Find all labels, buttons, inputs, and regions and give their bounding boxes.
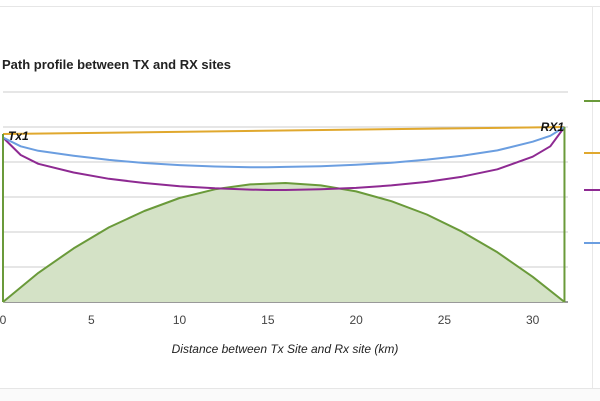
card-bottom-border (0, 388, 600, 401)
card-right-border (592, 6, 593, 388)
x-tick-label: 0 (0, 313, 7, 327)
chart-legend (584, 100, 600, 244)
x-tick-label: 15 (261, 313, 275, 327)
x-axis-label: Distance between Tx Site and Rx site (km… (172, 342, 399, 356)
series-4-line (2, 126, 566, 169)
tx-site-label: Tx1 (8, 129, 29, 143)
series-3-line (2, 126, 566, 191)
series-1-line (2, 182, 566, 303)
card-top-border (0, 0, 600, 7)
series-1-area (3, 183, 565, 302)
x-tick-label: 5 (88, 313, 95, 327)
chart-title: Path profile between TX and RX sites (2, 57, 231, 72)
x-tick-label: 20 (349, 313, 363, 327)
chart-labels: 0 5 10 15 20 25 30 Tx1 RX1 (0, 120, 564, 327)
x-tick-label: 10 (173, 313, 187, 327)
x-tick-label: 30 (526, 313, 540, 327)
rx-site-label: RX1 (541, 120, 565, 134)
chart-series (2, 126, 566, 303)
series-2-line (2, 126, 565, 135)
x-tick-label: 25 (438, 313, 452, 327)
